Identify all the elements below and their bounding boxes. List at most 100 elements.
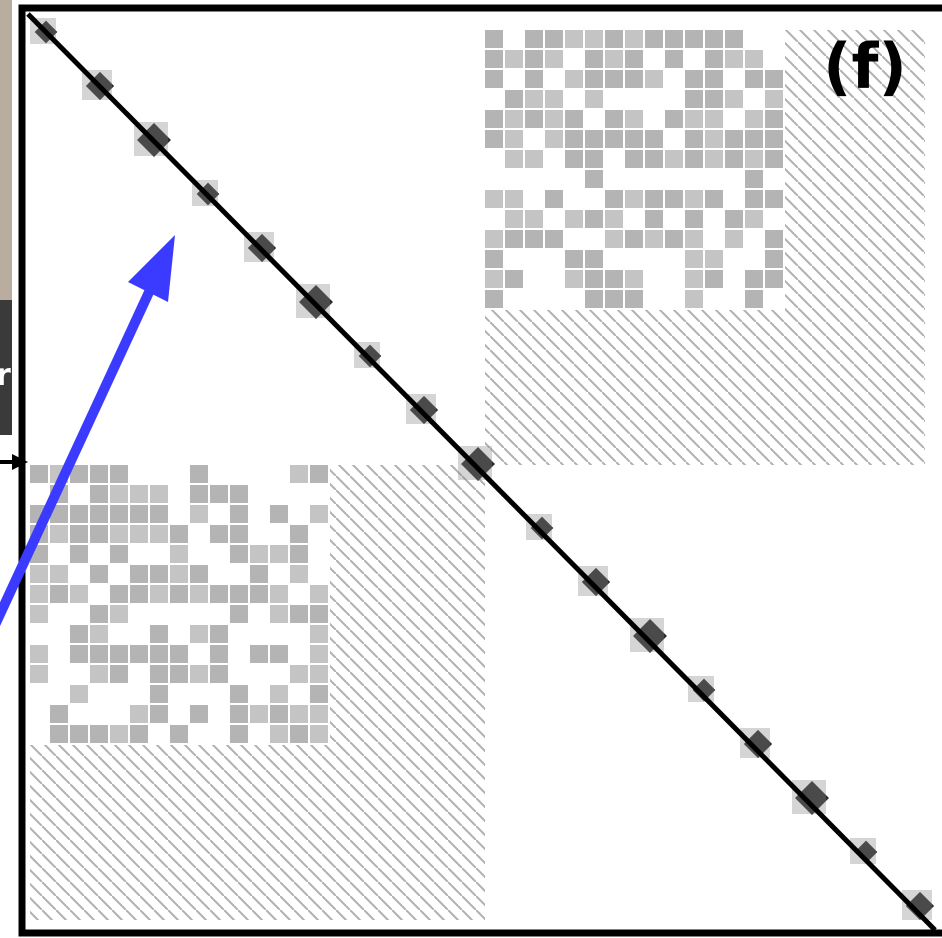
checker-cell	[170, 545, 188, 563]
checker-cell	[190, 465, 208, 483]
checker-cell	[705, 90, 723, 108]
checker-cell	[190, 665, 208, 683]
checker-cell	[605, 190, 623, 208]
checker-cell	[665, 50, 683, 68]
checker-cell	[545, 90, 563, 108]
checker-cell	[605, 110, 623, 128]
checker-cell	[605, 210, 623, 228]
checker-cell	[585, 210, 603, 228]
checker-cell	[170, 725, 188, 743]
checker-cell	[270, 545, 288, 563]
checker-cell	[645, 30, 663, 48]
checker-cell	[70, 505, 88, 523]
checker-cell	[505, 50, 523, 68]
checker-cell	[170, 645, 188, 663]
diagonal-halo	[740, 728, 770, 758]
checker-cell	[725, 50, 743, 68]
checker-cell	[150, 665, 168, 683]
checker-cell	[625, 190, 643, 208]
checker-cell	[765, 190, 783, 208]
checker-cell	[605, 130, 623, 148]
checker-cell	[130, 585, 148, 603]
checker-cell	[70, 725, 88, 743]
checker-cell	[525, 150, 543, 168]
checker-cell	[110, 525, 128, 543]
checker-cell	[665, 30, 683, 48]
checker-cell	[525, 50, 543, 68]
checker-cell	[190, 485, 208, 503]
checker-cell	[585, 70, 603, 88]
checker-cell	[270, 725, 288, 743]
checker-cell	[110, 585, 128, 603]
checker-cell	[90, 465, 108, 483]
checker-cell	[90, 725, 108, 743]
diagonal-halo	[902, 890, 932, 920]
checker-cell	[270, 505, 288, 523]
checker-cell	[685, 190, 703, 208]
checker-cell	[585, 150, 603, 168]
checker-cell	[725, 210, 743, 228]
checker-cell	[485, 110, 503, 128]
checker-cell	[745, 270, 763, 288]
checker-cell	[585, 250, 603, 268]
checker-cell	[685, 30, 703, 48]
checker-cell	[745, 290, 763, 308]
checker-cell	[685, 150, 703, 168]
checker-cell	[310, 625, 328, 643]
checker-cell	[50, 585, 68, 603]
diagonal-halo	[630, 618, 664, 652]
checker-cell	[705, 150, 723, 168]
checker-cell	[745, 130, 763, 148]
checker-cell	[290, 725, 308, 743]
checker-cell	[665, 150, 683, 168]
checker-cell	[250, 645, 268, 663]
checker-cell	[50, 565, 68, 583]
checker-cell	[705, 30, 723, 48]
checker-cell	[705, 270, 723, 288]
checker-cell	[545, 190, 563, 208]
checker-cell	[290, 465, 308, 483]
checker-cell	[625, 230, 643, 248]
checker-cell	[130, 705, 148, 723]
checker-cell	[485, 50, 503, 68]
checker-cell	[605, 290, 623, 308]
checker-cell	[505, 130, 523, 148]
checker-cell	[290, 705, 308, 723]
checker-cell	[50, 705, 68, 723]
checker-cell	[625, 290, 643, 308]
checker-cell	[485, 230, 503, 248]
checker-cell	[310, 725, 328, 743]
checker-cell	[485, 130, 503, 148]
checker-cell	[230, 505, 248, 523]
checker-cell	[645, 130, 663, 148]
diagonal-halo	[688, 676, 714, 702]
checker-cell	[685, 70, 703, 88]
checker-cell	[90, 485, 108, 503]
checker-cell	[685, 90, 703, 108]
checker-cell	[290, 525, 308, 543]
checker-cell	[585, 130, 603, 148]
checker-cell	[310, 505, 328, 523]
checker-cell	[210, 645, 228, 663]
checker-cell	[565, 250, 583, 268]
checker-cell	[30, 465, 48, 483]
checker-cell	[565, 150, 583, 168]
checker-cell	[505, 190, 523, 208]
checker-cell	[545, 110, 563, 128]
checker-cell	[745, 70, 763, 88]
checker-cell	[585, 50, 603, 68]
checker-cell	[190, 705, 208, 723]
checker-cell	[585, 290, 603, 308]
checker-cell	[190, 585, 208, 603]
checker-cell	[525, 210, 543, 228]
checker-cell	[525, 110, 543, 128]
checker-cell	[130, 525, 148, 543]
checker-cell	[505, 270, 523, 288]
checker-cell	[90, 665, 108, 683]
checker-cell	[765, 250, 783, 268]
checker-cell	[290, 545, 308, 563]
checker-cell	[290, 605, 308, 623]
checker-cell	[130, 485, 148, 503]
checker-cell	[485, 30, 503, 48]
checker-cell	[50, 725, 68, 743]
